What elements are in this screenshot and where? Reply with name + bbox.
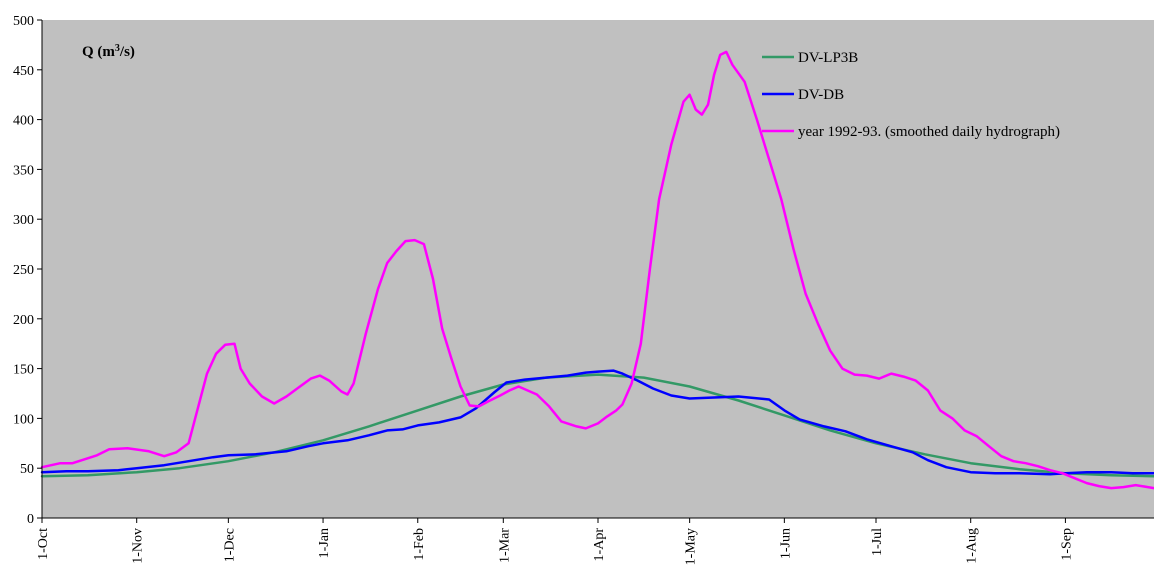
x-tick-label: 1-Oct xyxy=(36,528,51,560)
x-tick-label: 1-Feb xyxy=(412,528,427,561)
legend-label-1: DV-LP3B xyxy=(798,50,858,66)
y-tick-label: 450 xyxy=(13,64,34,79)
x-tick-label: 1-Jan xyxy=(317,528,332,558)
y-tick-label: 0 xyxy=(27,512,34,527)
series-line-1 xyxy=(40,373,1154,478)
y-tick-label: 250 xyxy=(13,263,34,278)
legend-label-3: year 1992-93. (smoothed daily hydrograph… xyxy=(798,124,1060,140)
y-tick-label: 200 xyxy=(13,313,34,328)
x-tick-label: 1-Sep xyxy=(1059,528,1074,561)
x-tick-label: 1-Mar xyxy=(497,528,512,563)
y-tick-label: 350 xyxy=(13,163,34,178)
y-tick-label: 150 xyxy=(13,363,34,378)
y-axis-title: Q (m3/s) xyxy=(82,43,135,61)
y-tick-label: 50 xyxy=(20,462,34,477)
x-tick-label: 1-May xyxy=(684,528,699,565)
x-tick-label: 1-Apr xyxy=(592,528,607,562)
y-tick-label: 500 xyxy=(13,14,34,29)
x-tick-label: 1-Jul xyxy=(870,528,885,556)
x-axis-ticks: 1-Oct 1-Nov 1-Dec 1-Jan 1-Feb 1-Mar 1-Apr 1-May… xyxy=(36,518,1074,565)
series-line-2 xyxy=(40,369,1154,476)
plot-background xyxy=(42,20,1154,518)
x-tick-label: 1-Jun xyxy=(778,528,793,559)
y-axis-ticks: 0 50 100 150 200 250 300 350 400 450 500 xyxy=(13,14,42,527)
x-tick-label: 1-Dec xyxy=(222,528,237,562)
series-line-3 xyxy=(40,50,1154,490)
y-tick-label: 400 xyxy=(13,114,34,129)
series-layer xyxy=(40,50,1154,490)
legend-label-2: DV-DB xyxy=(798,87,844,103)
x-tick-label: 1-Aug xyxy=(965,528,980,564)
x-tick-label: 1-Nov xyxy=(131,528,146,564)
y-tick-label: 300 xyxy=(13,213,34,228)
legend: DV-LP3B DV-DB year 1992-93. (smoothed dail… xyxy=(762,50,1060,140)
y-tick-label: 100 xyxy=(13,412,34,427)
plot-area xyxy=(42,20,1154,518)
